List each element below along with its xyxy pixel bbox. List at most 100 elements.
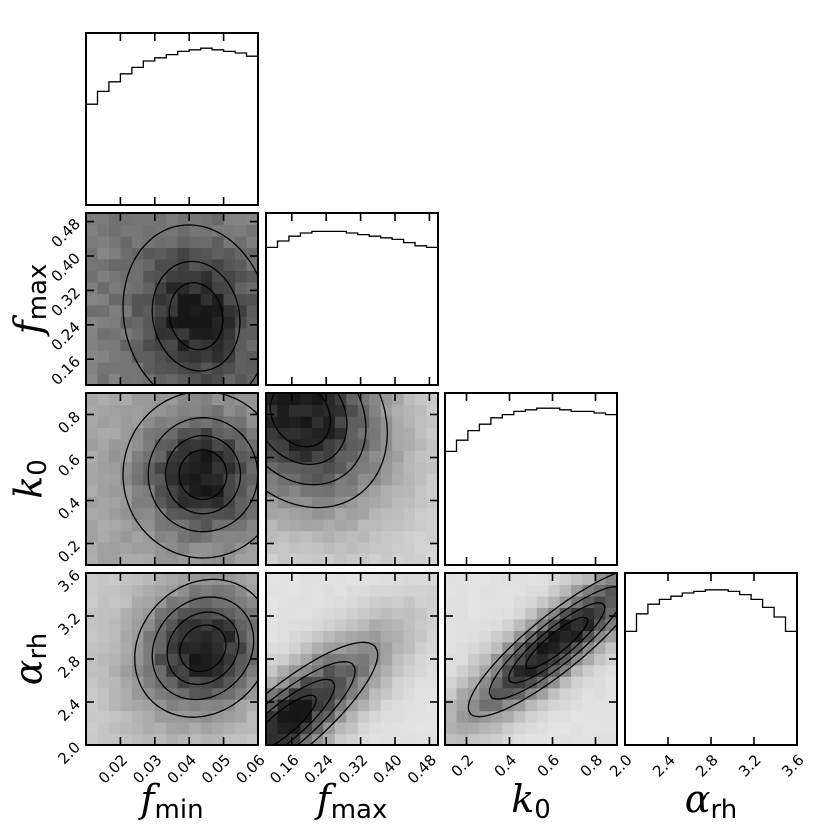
density-cell [392,653,405,666]
density-cell [323,653,336,666]
density-cell [154,484,167,497]
density-cell [97,427,110,440]
density-cell [334,461,347,474]
density-cell [415,630,428,643]
density-cell [357,584,370,597]
y-axis-label-f_max: fmax [7,264,53,338]
density-cell [177,573,190,586]
density-cell [212,350,225,363]
density-cell [380,618,393,631]
density-cell [120,461,133,474]
density-cell [605,687,618,700]
density-cell [311,641,324,654]
density-cell [357,496,370,509]
density-cell [415,438,428,451]
density-cell [548,733,561,746]
density-cell [86,630,99,643]
density-cell [548,641,561,654]
density-cell [166,530,179,543]
density-cell [189,733,202,746]
density-cell [246,281,259,294]
density-cell [479,618,492,631]
density-cell [189,699,202,712]
panel-frame-1-0 [85,212,259,386]
density-cell [154,473,167,486]
density-cell [346,530,359,543]
density-cell [97,722,110,735]
density-cell [415,553,428,566]
density-cell [334,607,347,620]
density-cell [131,722,144,735]
density-cell [166,304,179,317]
density-cell [108,722,121,735]
panel-border [265,392,439,566]
density-cell [108,653,121,666]
density-cell [323,584,336,597]
density-cell [108,224,121,237]
density-cell [392,438,405,451]
density-cell [131,664,144,677]
density-cell [120,530,133,543]
density-cell [223,664,236,677]
density-cell [166,270,179,283]
density-cell [525,653,538,666]
density-cell [86,530,99,543]
density-cell [277,664,290,677]
density-cell [131,293,144,306]
density-cell [246,427,259,440]
density-cell [426,641,439,654]
density-cell [456,641,469,654]
density-cell [334,699,347,712]
density-cell [97,519,110,532]
density-cell [559,722,572,735]
density-cell [300,607,313,620]
density-cell [97,327,110,340]
density-cell [177,438,190,451]
density-cell [380,710,393,723]
density-cell [559,573,572,586]
density-cell [235,519,248,532]
density-cell [154,653,167,666]
density-cell [380,519,393,532]
density-cell [594,664,607,677]
density-cell [200,438,213,451]
density-cell [467,699,480,712]
density-cell [212,733,225,746]
density-cell [266,618,279,631]
density-cell [594,607,607,620]
density-cell [266,404,279,417]
density-cell [108,630,121,643]
density-cell [357,699,370,712]
density-cell [108,235,121,248]
density-cell [288,530,301,543]
x-axis-label-subscript: rh [710,795,737,825]
density-cell [177,213,190,226]
density-cell [200,553,213,566]
density-cell [490,653,503,666]
density-cell [369,484,382,497]
density-cell [97,653,110,666]
density-cell [415,507,428,520]
density-cell [166,733,179,746]
density-cell [369,573,382,586]
density-cell [323,484,336,497]
density-cell [235,450,248,463]
density-cell [346,733,359,746]
density-cell [120,473,133,486]
density-cell [403,473,416,486]
density-cell [223,404,236,417]
density-cell [143,733,156,746]
density-cell [346,415,359,428]
density-cell [403,584,416,597]
density-cell [131,653,144,666]
density-cell [300,641,313,654]
density-cell [415,687,428,700]
density-cell [288,595,301,608]
density-cell [131,530,144,543]
density-cell [369,630,382,643]
density-cell [380,733,393,746]
density-cell [166,438,179,451]
panel-border [444,392,618,566]
density-cell [200,530,213,543]
density-cell [189,393,202,406]
